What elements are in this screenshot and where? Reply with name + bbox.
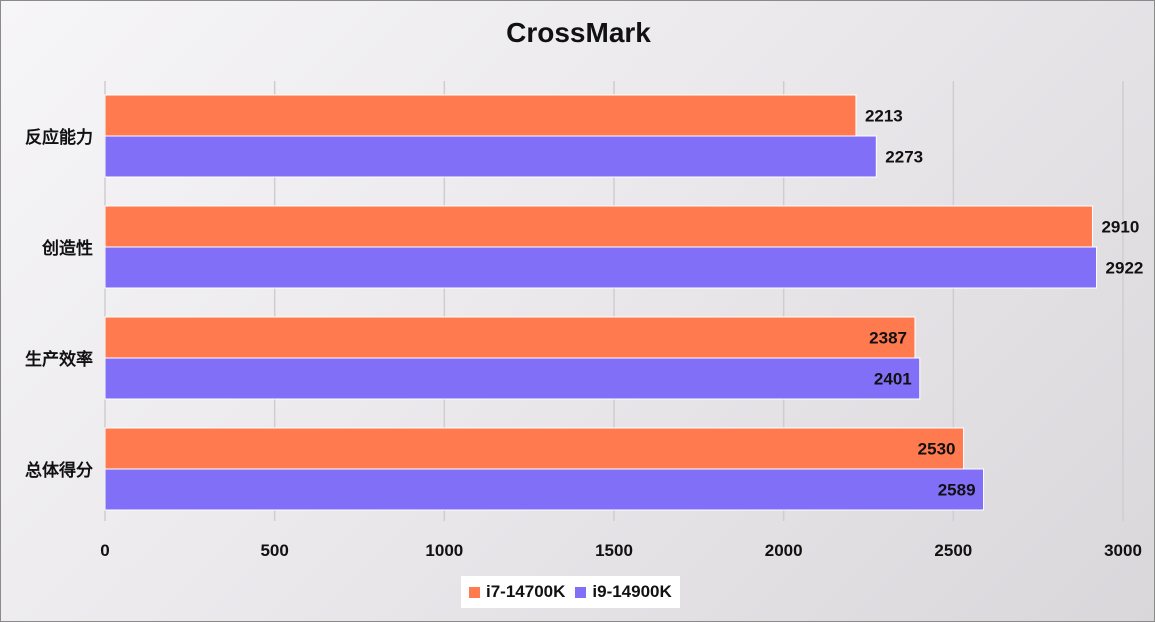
bar-i7-14700K-3 xyxy=(104,427,965,470)
bar-i7-14700K-0 xyxy=(104,94,857,137)
data-label-i9-14900K-1: 2922 xyxy=(1106,259,1144,278)
category-label-1: 创造性 xyxy=(41,238,93,258)
legend-label-i9: i9-14900K xyxy=(592,582,672,601)
legend-swatch-i9 xyxy=(575,586,587,598)
data-label-i9-14900K-2: 2401 xyxy=(874,370,912,389)
bar-i9-14900K-1 xyxy=(104,246,1098,289)
bar-i7-14700K-2 xyxy=(104,316,916,359)
data-label-i7-14700K-1: 2910 xyxy=(1101,218,1139,237)
legend-swatch-i7 xyxy=(469,586,480,598)
bar-i7-14700K-1 xyxy=(104,205,1093,248)
category-label-3: 总体得分 xyxy=(25,460,93,480)
data-label-i7-14700K-3: 2530 xyxy=(918,440,956,459)
x-tick-label-1000: 1000 xyxy=(425,541,463,560)
data-label-i7-14700K-0: 2213 xyxy=(865,107,903,126)
x-tick-label-2000: 2000 xyxy=(765,541,803,560)
data-label-i7-14700K-2: 2387 xyxy=(869,329,907,348)
x-tick-label-2500: 2500 xyxy=(934,541,972,560)
bar-i9-14900K-3 xyxy=(104,468,985,511)
chart-title: CrossMark xyxy=(506,17,651,48)
data-label-i9-14900K-0: 2273 xyxy=(885,148,923,167)
x-tick-label-0: 0 xyxy=(100,541,109,560)
category-label-2: 生产效率 xyxy=(25,349,93,369)
legend-label-i7: i7-14700K xyxy=(486,582,566,601)
bar-i9-14900K-2 xyxy=(104,357,921,400)
legend-item-i9[interactable]: i9-14900K xyxy=(575,582,672,602)
x-tick-label-3000: 3000 xyxy=(1104,541,1142,560)
bar-i9-14900K-0 xyxy=(104,135,877,178)
category-label-0: 反应能力 xyxy=(25,127,93,147)
data-label-i9-14900K-3: 2589 xyxy=(938,481,976,500)
x-tick-label-1500: 1500 xyxy=(595,541,633,560)
legend-item-i7[interactable]: i7-14700K xyxy=(469,582,565,602)
legend: i7-14700K i9-14900K xyxy=(461,576,680,608)
x-tick-label-500: 500 xyxy=(260,541,288,560)
